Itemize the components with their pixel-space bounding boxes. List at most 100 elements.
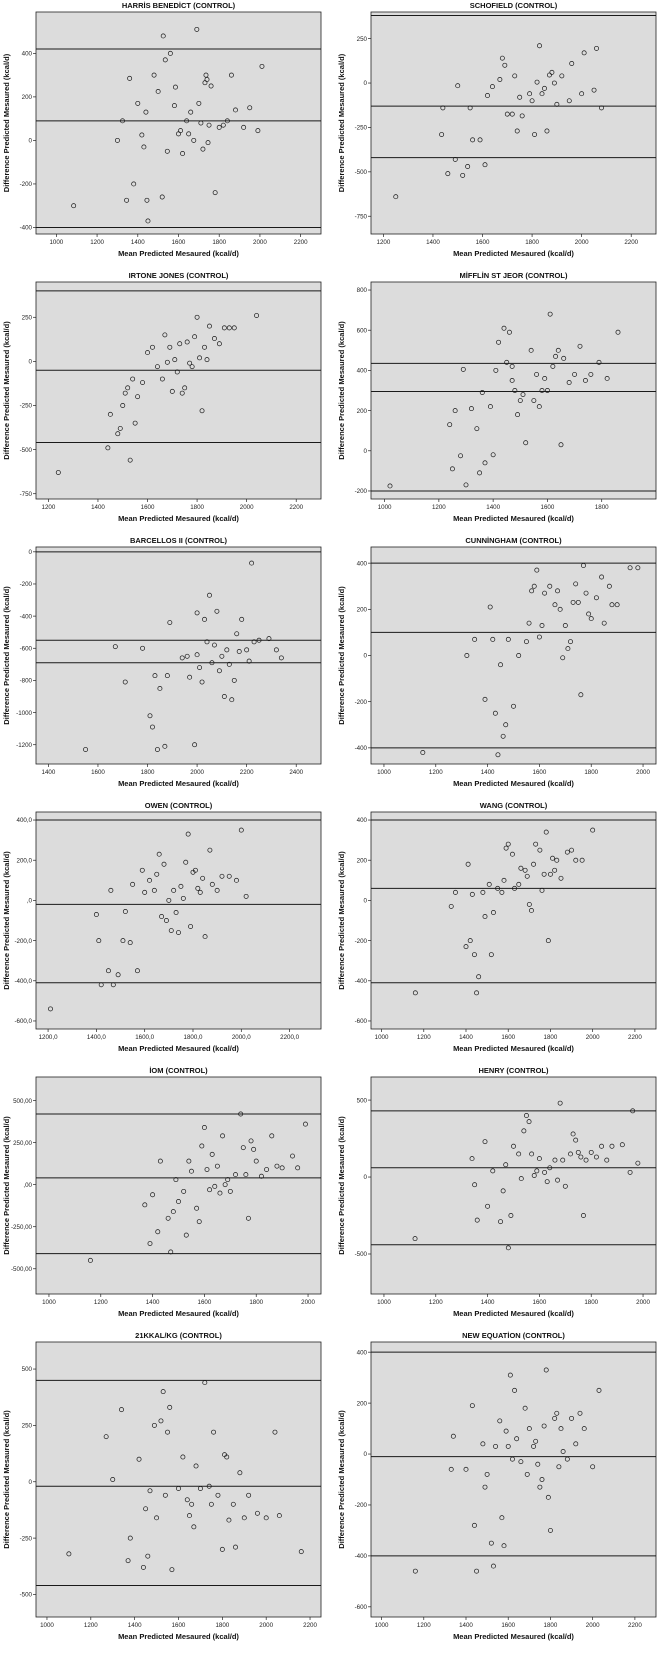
data-point: [547, 871, 553, 877]
data-point: [162, 332, 168, 338]
data-point: [130, 881, 136, 887]
data-point: [586, 611, 592, 617]
data-point: [516, 1151, 522, 1157]
data-point: [452, 156, 458, 162]
data-point: [127, 75, 133, 81]
data-point: [234, 631, 240, 637]
data-point: [144, 197, 150, 203]
data-point: [233, 107, 238, 113]
data-point: [499, 889, 505, 895]
data-point: [581, 563, 586, 568]
data-point: [523, 440, 529, 446]
data-point: [147, 877, 152, 883]
data-point: [484, 1471, 490, 1477]
y-tick-label: -1000: [16, 710, 32, 717]
x-tick-label: 1000: [375, 1622, 389, 1629]
y-tick-label: -200,0: [14, 938, 32, 945]
data-point: [501, 325, 507, 331]
data-point: [564, 1456, 570, 1462]
data-point: [569, 1415, 575, 1421]
y-axis-label: Difference Predicted Mesaured (kcal/d): [2, 1116, 11, 1255]
data-point: [226, 661, 232, 667]
x-tick-label: 1600: [198, 1299, 212, 1306]
chart-panel-9: İOM (CONTROL) 1000 1200 1400 1600 1800 2000 -50…: [0, 1065, 335, 1330]
data-point: [503, 845, 509, 851]
data-point: [209, 881, 215, 887]
data-point: [178, 883, 184, 889]
data-point: [518, 865, 524, 871]
y-tick-label: -500: [20, 447, 33, 454]
data-point: [120, 938, 126, 944]
y-tick-label: -400: [355, 1553, 368, 1560]
y-tick-label: -250: [20, 403, 33, 410]
data-point: [216, 668, 222, 674]
data-point: [180, 151, 186, 156]
data-point: [547, 1527, 553, 1533]
data-point: [573, 581, 579, 587]
data-point: [526, 1119, 532, 1125]
data-point: [541, 1423, 547, 1429]
x-tick-label: 1200: [42, 504, 56, 511]
data-point: [162, 743, 168, 749]
data-point: [290, 1153, 295, 1159]
data-point: [184, 1497, 190, 1503]
data-point: [554, 1410, 560, 1416]
data-point: [154, 1515, 160, 1521]
y-axis-label: Difference Predicted Mesaured (kcal/d): [2, 586, 11, 725]
x-tick-label: 1000: [42, 1299, 56, 1306]
data-point: [511, 703, 516, 709]
x-tick-label: 2000: [636, 1299, 650, 1306]
data-point: [566, 380, 572, 385]
data-point: [547, 311, 553, 317]
data-point: [229, 697, 235, 703]
x-tick-label: 2000: [575, 239, 589, 246]
data-point: [221, 694, 227, 699]
data-point: [172, 357, 178, 363]
y-tick-label: -750: [355, 213, 368, 220]
data-point: [490, 452, 496, 458]
data-point: [219, 873, 225, 879]
x-axis-label: Mean Predicted Mesaured (kcal/d): [118, 1044, 239, 1053]
data-point: [544, 1179, 550, 1185]
x-tick-label: 2200: [294, 239, 308, 246]
data-point: [215, 1492, 221, 1498]
data-point: [590, 1464, 596, 1470]
data-point: [157, 686, 163, 691]
y-tick-label: -400: [355, 745, 368, 752]
data-point: [212, 1183, 218, 1189]
x-tick-label: 1000: [378, 504, 392, 511]
data-point: [558, 1426, 564, 1432]
data-point: [151, 887, 157, 893]
data-point: [492, 710, 498, 716]
data-point: [179, 390, 185, 396]
chart-panel-2: SCHOFIELD (CONTROL) 1200 1400 1600 1800 2000 2…: [335, 0, 670, 270]
data-point: [498, 662, 503, 668]
data-point: [192, 867, 198, 873]
data-point: [298, 1549, 304, 1555]
data-point: [159, 376, 165, 382]
data-point: [555, 347, 561, 353]
data-point: [524, 1113, 529, 1118]
y-tick-label: -200: [355, 938, 368, 945]
x-tick-label: 1400: [128, 1622, 142, 1629]
data-point: [184, 653, 190, 659]
data-point: [570, 1131, 576, 1137]
data-point: [188, 109, 194, 115]
x-tick-label: 1600: [91, 769, 105, 776]
data-point: [551, 80, 557, 86]
data-point: [452, 889, 458, 895]
data-point: [180, 895, 186, 901]
data-point: [528, 908, 534, 913]
y-tick-label: 200,0: [17, 857, 33, 864]
data-point: [526, 1426, 532, 1432]
data-point: [259, 63, 265, 69]
data-point: [171, 103, 177, 109]
data-point: [194, 610, 200, 616]
x-tick-label: 1600,0: [135, 1034, 154, 1041]
data-point: [189, 1168, 194, 1174]
data-point: [526, 901, 532, 907]
data-point: [476, 974, 482, 980]
data-point: [474, 990, 480, 996]
data-point: [164, 148, 170, 154]
data-point: [221, 325, 227, 331]
